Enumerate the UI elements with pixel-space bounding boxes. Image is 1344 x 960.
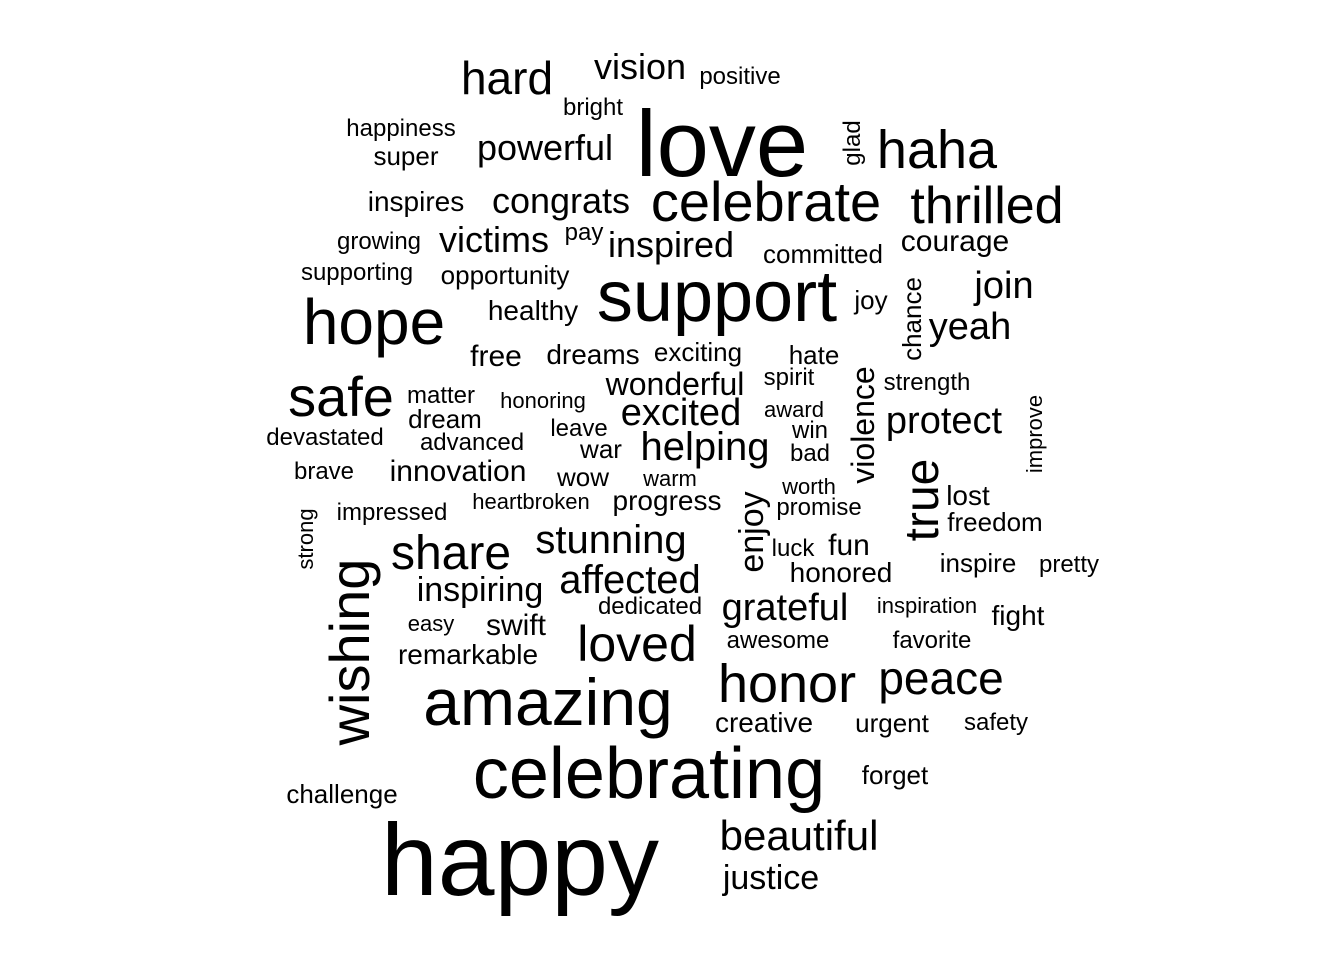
word-bright: bright xyxy=(562,94,624,121)
word-affected: affected xyxy=(559,558,701,602)
word-hate: hate xyxy=(788,340,840,370)
word-brave: brave xyxy=(293,458,355,485)
word-honoring: honoring xyxy=(500,388,586,413)
word-favorite: favorite xyxy=(892,627,972,654)
word-strength: strength xyxy=(883,369,971,396)
word-inspiring: inspiring xyxy=(416,571,544,609)
word-leave: leave xyxy=(550,415,608,442)
word-beautiful: beautiful xyxy=(719,812,879,859)
word-wishing: wishing xyxy=(318,558,381,746)
word-growing: growing xyxy=(336,228,422,255)
word-free: free xyxy=(470,340,522,373)
word-victims: victims xyxy=(439,219,549,260)
word-support: support xyxy=(596,257,838,337)
word-devastated: devastated xyxy=(266,424,384,451)
word-dedicated: dedicated xyxy=(597,593,703,620)
word-healthy: healthy xyxy=(487,295,579,326)
word-enjoy: enjoy xyxy=(733,491,771,573)
word-freedom: freedom xyxy=(947,507,1043,537)
word-luck: luck xyxy=(771,535,815,562)
word-safe: safe xyxy=(288,365,394,428)
word-true: true xyxy=(896,458,949,542)
word-safety: safety xyxy=(963,709,1029,736)
word-war: war xyxy=(580,434,622,464)
word-inspires: inspires xyxy=(367,186,465,217)
word-love: love xyxy=(635,91,809,196)
word-strong: strong xyxy=(293,508,318,570)
word-congrats: congrats xyxy=(491,180,631,221)
word-matter: matter xyxy=(406,382,476,409)
word-warm: warm xyxy=(643,466,697,491)
word-dreams: dreams xyxy=(546,339,640,370)
word-bad: bad xyxy=(789,440,831,467)
word-chance: chance xyxy=(897,277,927,361)
word-positive: positive xyxy=(699,63,781,90)
word-join: join xyxy=(974,265,1034,307)
word-justice: justice xyxy=(722,859,820,897)
word-awesome: awesome xyxy=(726,627,830,654)
word-happy: happy xyxy=(381,803,659,917)
word-peace: peace xyxy=(878,652,1004,704)
word-impressed: impressed xyxy=(336,499,448,526)
word-super: super xyxy=(373,141,439,171)
word-wow: wow xyxy=(556,462,610,492)
word-challenge: challenge xyxy=(286,779,398,809)
word-award: award xyxy=(764,397,824,422)
word-inspiration: inspiration xyxy=(876,593,978,618)
word-innovation: innovation xyxy=(389,455,527,488)
word-loved: loved xyxy=(577,616,697,672)
word-fun: fun xyxy=(828,529,870,562)
word-win: win xyxy=(791,417,829,444)
word-protect: protect xyxy=(885,400,1003,442)
word-vision: vision xyxy=(593,46,687,87)
word-fight: fight xyxy=(991,600,1045,631)
word-wonderful: wonderful xyxy=(605,366,745,402)
word-courage: courage xyxy=(900,225,1010,258)
word-happiness: happiness xyxy=(346,115,456,142)
word-joy: joy xyxy=(854,285,888,315)
word-yeah: yeah xyxy=(928,306,1012,348)
word-celebrate: celebrate xyxy=(650,170,882,233)
word-exciting: exciting xyxy=(653,337,743,367)
word-violence: violence xyxy=(845,366,881,484)
word-worth: worth xyxy=(782,474,836,499)
word-committed: committed xyxy=(763,239,883,269)
word-honored: honored xyxy=(789,557,893,588)
word-honor: honor xyxy=(717,654,857,714)
word-pretty: pretty xyxy=(1038,551,1100,578)
word-glad: glad xyxy=(839,120,866,166)
word-amazing: amazing xyxy=(423,665,673,739)
word-spirit: spirit xyxy=(763,364,815,391)
word-creative: creative xyxy=(714,707,814,738)
word-hope: hope xyxy=(302,286,446,358)
word-powerful: powerful xyxy=(476,127,614,168)
word-grateful: grateful xyxy=(721,587,849,629)
word-excited: excited xyxy=(620,392,742,434)
word-dream: dream xyxy=(408,404,482,434)
word-share: share xyxy=(390,527,512,580)
word-opportunity: opportunity xyxy=(440,260,570,290)
word-improve: improve xyxy=(1022,394,1047,474)
word-pay: pay xyxy=(564,219,604,246)
word-urgent: urgent xyxy=(855,708,929,738)
word-swift: swift xyxy=(486,609,546,642)
word-remarkable: remarkable xyxy=(397,639,539,670)
word-haha: haha xyxy=(876,120,998,180)
word-hard: hard xyxy=(460,52,554,104)
word-thrilled: thrilled xyxy=(910,177,1064,235)
word-stunning: stunning xyxy=(535,518,687,562)
word-inspired: inspired xyxy=(607,224,735,265)
word-lost: lost xyxy=(946,480,990,511)
word-celebrating: celebrating xyxy=(472,734,826,814)
word-easy: easy xyxy=(407,611,455,636)
word-supporting: supporting xyxy=(300,259,414,286)
word-inspire: inspire xyxy=(939,548,1017,578)
word-heartbroken: heartbroken xyxy=(472,489,590,514)
word-helping: helping xyxy=(640,425,770,469)
word-promise: promise xyxy=(776,494,862,521)
word-advanced: advanced xyxy=(419,429,525,456)
word-progress: progress xyxy=(612,485,722,516)
word-forget: forget xyxy=(861,760,929,790)
